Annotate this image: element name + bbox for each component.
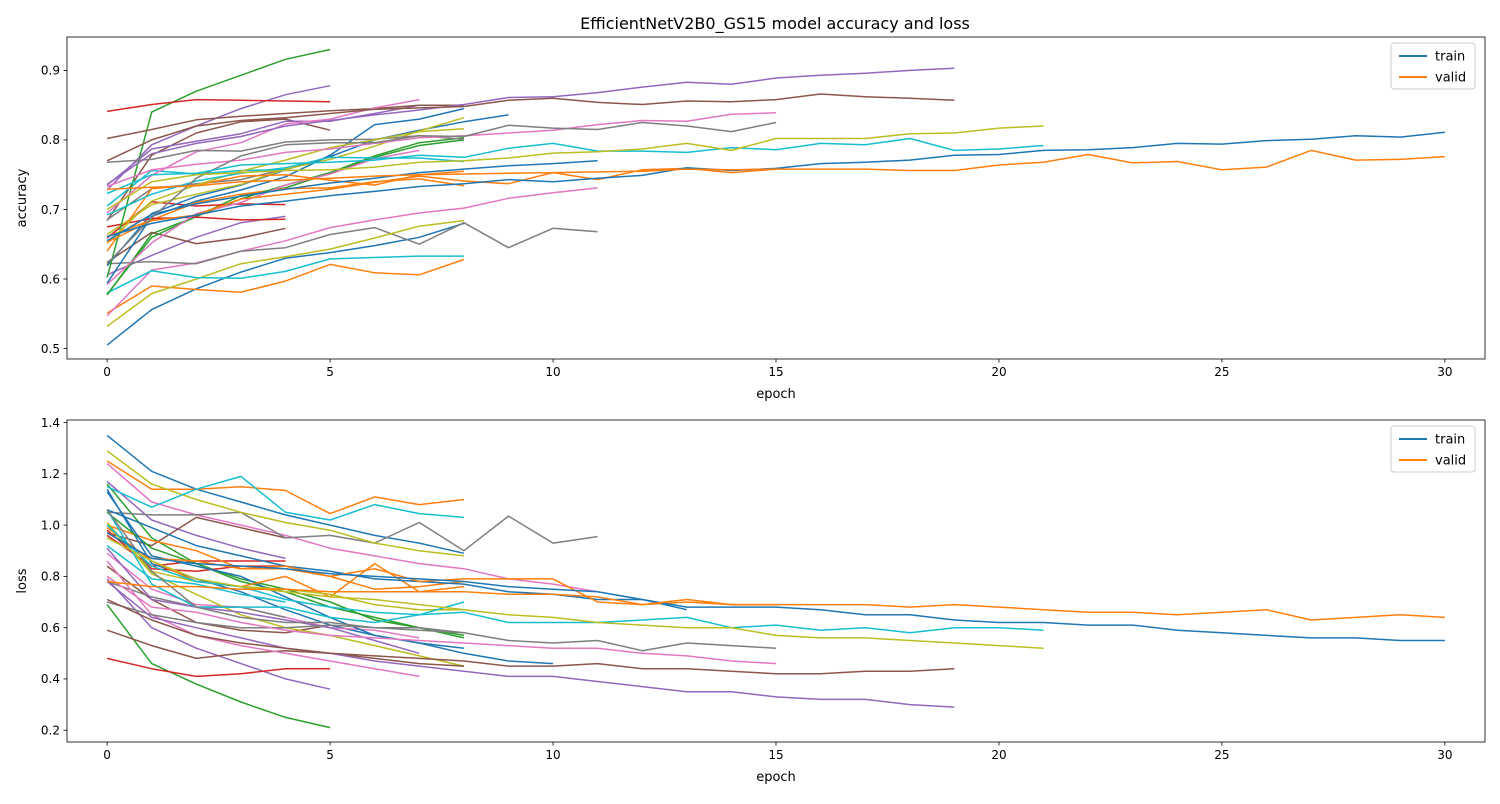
legend-label-valid: valid bbox=[1435, 71, 1466, 86]
accuracy-legend: train valid bbox=[1390, 42, 1476, 90]
loss-series-line-8 bbox=[106, 450, 464, 557]
loss-x-tick-label: 25 bbox=[1214, 748, 1229, 762]
accuracy-chart: 0 5 10 15 20 25 30 0.5 0.6 0.7 0.8 0.9 epoch accuracy… bbox=[15, 36, 1486, 402]
loss-x-tick-label: 20 bbox=[991, 748, 1006, 762]
accuracy-series-line-0 bbox=[106, 222, 465, 346]
accuracy-series-line-31 bbox=[106, 167, 777, 243]
accuracy-series-line-36 bbox=[106, 67, 955, 186]
loss-legend: train valid bbox=[1390, 425, 1476, 473]
accuracy-x-tick-label: 5 bbox=[326, 365, 334, 379]
accuracy-y-tick-label: 0.6 bbox=[41, 272, 60, 286]
legend-label-train: train bbox=[1435, 433, 1465, 448]
accuracy-series-line-23 bbox=[106, 98, 331, 113]
accuracy-series-line-5 bbox=[106, 227, 286, 263]
accuracy-series-line-9 bbox=[106, 255, 464, 294]
accuracy-series-line-33 bbox=[106, 121, 777, 265]
loss-x-tick-label: 15 bbox=[768, 748, 783, 762]
loss-series-line-38 bbox=[106, 532, 1445, 642]
accuracy-x-tick-label: 10 bbox=[545, 365, 560, 379]
accuracy-x-tick-label: 25 bbox=[1214, 365, 1229, 379]
loss-series-line-32 bbox=[106, 575, 777, 665]
accuracy-series-line-8 bbox=[106, 219, 464, 327]
loss-series-line-0 bbox=[106, 434, 465, 555]
loss-series-line-7 bbox=[107, 511, 598, 552]
loss-series-line-29 bbox=[106, 509, 465, 624]
accuracy-y-tick-label: 0.9 bbox=[41, 64, 60, 78]
loss-series-line-22 bbox=[106, 604, 331, 729]
legend-label-valid: valid bbox=[1435, 454, 1466, 469]
accuracy-x-axis-label: epoch bbox=[756, 387, 796, 402]
legend-label-train: train bbox=[1435, 50, 1465, 65]
loss-series-line-36 bbox=[106, 580, 955, 708]
accuracy-series-line-29 bbox=[106, 156, 464, 216]
loss-y-tick-label: 0.4 bbox=[41, 672, 60, 686]
loss-series-line-26 bbox=[106, 560, 420, 678]
loss-y-tick-label: 1.4 bbox=[41, 416, 60, 430]
accuracy-series-line-30 bbox=[106, 160, 598, 242]
accuracy-series-line-27 bbox=[107, 135, 464, 163]
accuracy-y-axis-label: accuracy bbox=[15, 168, 30, 227]
accuracy-series-line-34 bbox=[106, 137, 1044, 195]
loss-y-tick-label: 1.0 bbox=[41, 518, 60, 532]
accuracy-series-line-37 bbox=[106, 93, 955, 162]
accuracy-x-tick-label: 30 bbox=[1437, 365, 1452, 379]
accuracy-series-line-6 bbox=[106, 187, 598, 317]
loss-series-line-27 bbox=[106, 601, 464, 634]
accuracy-y-tick-label: 0.7 bbox=[41, 203, 60, 217]
accuracy-series-line-24 bbox=[106, 104, 420, 186]
accuracy-series-line-39 bbox=[107, 149, 1445, 191]
loss-series-line-19 bbox=[106, 544, 286, 603]
loss-x-tick-label: 5 bbox=[326, 748, 334, 762]
accuracy-x-tick-label: 0 bbox=[103, 365, 111, 379]
accuracy-series-line-18 bbox=[106, 116, 465, 236]
loss-series-line-25 bbox=[106, 629, 464, 667]
loss-series-line-37 bbox=[106, 598, 955, 675]
loss-x-axis-label: epoch bbox=[756, 770, 796, 785]
loss-series-line-21 bbox=[106, 527, 464, 598]
accuracy-series-line-28 bbox=[106, 128, 464, 244]
loss-y-tick-label: 0.8 bbox=[41, 570, 60, 584]
accuracy-series-line-16 bbox=[106, 149, 420, 286]
loss-x-tick-label: 0 bbox=[103, 748, 111, 762]
loss-series-line-39 bbox=[107, 580, 1445, 621]
accuracy-series-line-35 bbox=[106, 125, 1044, 211]
loss-series-line-5 bbox=[106, 516, 286, 547]
loss-x-tick-label: 30 bbox=[1437, 748, 1452, 762]
accuracy-series-line-1 bbox=[106, 258, 465, 314]
accuracy-series-line-7 bbox=[107, 221, 598, 265]
accuracy-series-line-13 bbox=[106, 216, 286, 228]
accuracy-y-tick-label: 0.8 bbox=[41, 133, 60, 147]
accuracy-series-line-25 bbox=[106, 104, 464, 140]
figure-title: EfficientNetV2B0_GS15 model accuracy and… bbox=[580, 14, 970, 34]
loss-series-line-34 bbox=[106, 524, 1044, 634]
loss-y-tick-label: 0.2 bbox=[41, 724, 60, 738]
loss-series-line-24 bbox=[106, 547, 420, 655]
loss-chart: 0 5 10 15 20 25 30 0.2 0.4 0.6 0.8 1.0 1.2 1.4 epoch lo… bbox=[15, 416, 1486, 785]
loss-series-line-6 bbox=[106, 463, 598, 593]
loss-x-tick-label: 10 bbox=[545, 748, 560, 762]
loss-series-line-33 bbox=[106, 509, 777, 652]
loss-y-tick-label: 0.6 bbox=[41, 621, 60, 635]
accuracy-series-line-22 bbox=[106, 48, 331, 278]
accuracy-x-tick-label: 15 bbox=[768, 365, 783, 379]
loss-series-line-23 bbox=[106, 657, 331, 678]
accuracy-y-tick-label: 0.5 bbox=[41, 342, 60, 356]
loss-y-axis-label: loss bbox=[15, 568, 30, 593]
loss-series-line-9 bbox=[106, 475, 464, 521]
loss-series-line-4 bbox=[106, 480, 286, 560]
accuracy-x-tick-label: 20 bbox=[991, 365, 1006, 379]
loss-y-tick-label: 1.2 bbox=[41, 467, 60, 481]
